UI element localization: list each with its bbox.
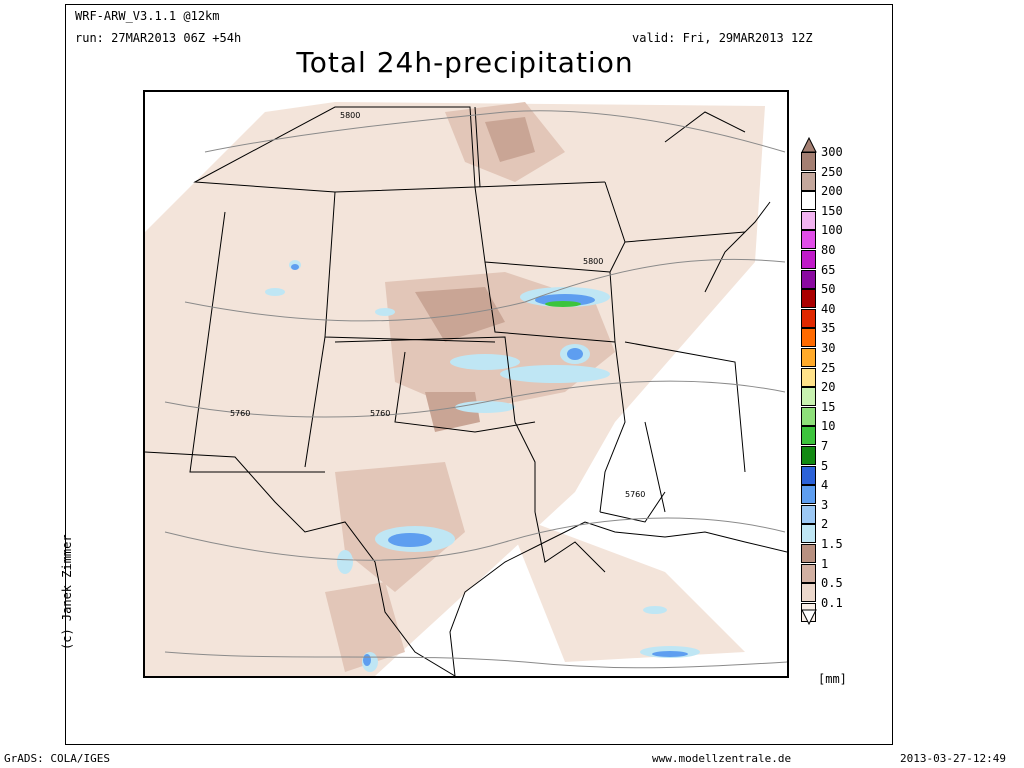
legend-swatch xyxy=(801,485,816,505)
legend-swatch xyxy=(801,152,816,171)
legend-label: 200 xyxy=(821,184,843,199)
legend-label: 25 xyxy=(821,360,836,375)
legend-label: 150 xyxy=(821,203,843,218)
contour-label-5760-central: 5760 xyxy=(370,409,390,418)
contour-label-5760-west: 5760 xyxy=(230,409,250,418)
legend-swatch xyxy=(801,504,816,524)
legend-label: 35 xyxy=(821,321,836,336)
map-title: Total 24h-precipitation xyxy=(296,46,634,79)
contour-label-5800-north: 5800 xyxy=(340,111,360,120)
valid-label: valid: Fri, 29MAR2013 12Z xyxy=(632,31,813,45)
height-contours xyxy=(164,110,787,669)
contour-label-5800-east: 5800 xyxy=(583,257,603,266)
legend-label: 2 xyxy=(821,517,829,532)
precipitation-map: 5800 5800 5760 5760 5760 xyxy=(143,90,789,678)
legend-swatch xyxy=(801,426,816,446)
model-label: WRF-ARW_V3.1.1 @12km xyxy=(75,9,220,23)
contour-label-5760-south: 5760 xyxy=(625,490,645,499)
coastline xyxy=(449,521,787,676)
legend-swatch xyxy=(801,387,816,407)
legend-swatch xyxy=(801,563,816,583)
legend-label: 20 xyxy=(821,380,836,395)
legend-label: 5 xyxy=(821,458,829,473)
legend-bottom-arrow xyxy=(801,609,817,625)
legend-swatch xyxy=(801,544,816,563)
run-label: run: 27MAR2013 06Z +54h xyxy=(75,31,242,45)
legend-swatch xyxy=(801,328,816,348)
author-credit: (c) Janek Zimmer xyxy=(60,534,74,650)
legend-swatch xyxy=(801,308,816,328)
legend-label: 30 xyxy=(821,341,836,355)
legend-swatch xyxy=(801,269,816,289)
legend-swatch xyxy=(801,583,816,603)
state-borders xyxy=(145,106,771,676)
legend-swatch xyxy=(801,406,816,426)
legend-label: 1 xyxy=(821,556,829,571)
legend-label: 10 xyxy=(821,419,836,434)
legend-unit: [mm] xyxy=(818,672,847,686)
legend-swatch xyxy=(801,289,816,309)
legend-swatch xyxy=(801,348,816,367)
legend-swatch xyxy=(801,210,816,230)
legend-label: 0.5 xyxy=(821,576,843,591)
legend-swatch xyxy=(801,230,816,250)
legend-swatch xyxy=(801,171,816,191)
footer-timestamp: 2013-03-27-12:49 xyxy=(900,752,1006,765)
legend-label: 1.5 xyxy=(821,537,843,551)
legend-label: 50 xyxy=(821,282,836,297)
legend-label: 15 xyxy=(821,399,836,414)
legend-swatch xyxy=(801,367,816,387)
legend-label: 40 xyxy=(821,301,836,316)
legend-swatch xyxy=(801,465,816,485)
legend-swatch xyxy=(801,524,816,544)
legend-label: 250 xyxy=(821,164,843,179)
legend-top-arrow xyxy=(801,137,817,153)
legend-label: 3 xyxy=(821,497,829,512)
legend-label: 0.1 xyxy=(821,595,843,610)
legend-label: 7 xyxy=(821,439,829,453)
legend-swatch xyxy=(801,446,816,465)
legend-label: 100 xyxy=(821,223,843,238)
precip-7mm-area xyxy=(545,301,581,307)
legend-label: 300 xyxy=(821,145,843,159)
footer-website: www.modellzentrale.de xyxy=(652,752,792,765)
footer-software: GrADS: COLA/IGES xyxy=(4,752,110,765)
legend-swatch xyxy=(801,250,816,269)
legend-label: 4 xyxy=(821,478,829,493)
legend-label: 65 xyxy=(821,262,836,277)
plot-frame xyxy=(65,4,893,745)
map-canvas: 5800 5800 5760 5760 5760 xyxy=(145,102,787,676)
legend-swatch xyxy=(801,191,816,211)
legend-label: 80 xyxy=(821,243,836,257)
